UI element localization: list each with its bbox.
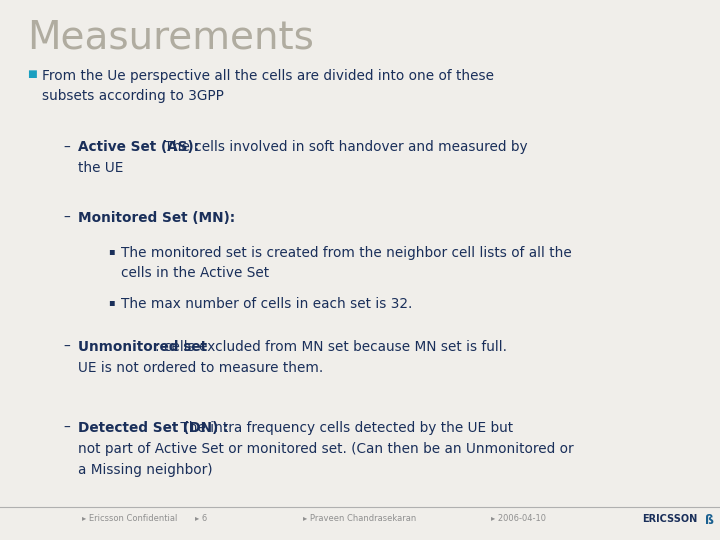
Text: Measurements: Measurements [27, 19, 314, 57]
Text: The intra frequency cells detected by the UE but: The intra frequency cells detected by th… [176, 421, 513, 435]
Text: ■: ■ [27, 69, 37, 79]
Text: Monitored Set (MN):: Monitored Set (MN): [78, 211, 235, 225]
Text: ▪: ▪ [108, 246, 114, 256]
Text: The max number of cells in each set is 32.: The max number of cells in each set is 3… [121, 297, 413, 311]
Text: –: – [63, 421, 70, 435]
Text: ERICSSON: ERICSSON [642, 514, 697, 524]
Text: From the Ue perspective all the cells are divided into one of these
subsets acco: From the Ue perspective all the cells ar… [42, 69, 494, 103]
Text: ▸ 2006-04-10: ▸ 2006-04-10 [491, 514, 546, 523]
Text: The monitored set is created from the neighbor cell lists of all the
cells in th: The monitored set is created from the ne… [121, 246, 572, 280]
Text: Unmonitored set: Unmonitored set [78, 340, 207, 354]
Text: –: – [63, 211, 70, 225]
Text: UE is not ordered to measure them.: UE is not ordered to measure them. [78, 361, 323, 375]
Text: ▸ Ericsson Confidential: ▸ Ericsson Confidential [82, 514, 177, 523]
Text: Detected Set (DN) :: Detected Set (DN) : [78, 421, 228, 435]
Text: : cells excluded from MN set because MN set is full.: : cells excluded from MN set because MN … [155, 340, 507, 354]
Text: a Missing neighbor): a Missing neighbor) [78, 463, 212, 477]
Text: Active Set (AS):: Active Set (AS): [78, 140, 199, 154]
Text: not part of Active Set or monitored set. (Can then be an Unmonitored or: not part of Active Set or monitored set.… [78, 442, 573, 456]
Text: ▪: ▪ [108, 297, 114, 307]
Text: The cells involved in soft handover and measured by: The cells involved in soft handover and … [160, 140, 528, 154]
Text: the UE: the UE [78, 161, 123, 176]
Text: ▸ Praveen Chandrasekaran: ▸ Praveen Chandrasekaran [303, 514, 417, 523]
Text: –: – [63, 340, 70, 354]
Text: ▸ 6: ▸ 6 [195, 514, 208, 523]
Text: –: – [63, 140, 70, 154]
Text: ß: ß [705, 514, 714, 527]
